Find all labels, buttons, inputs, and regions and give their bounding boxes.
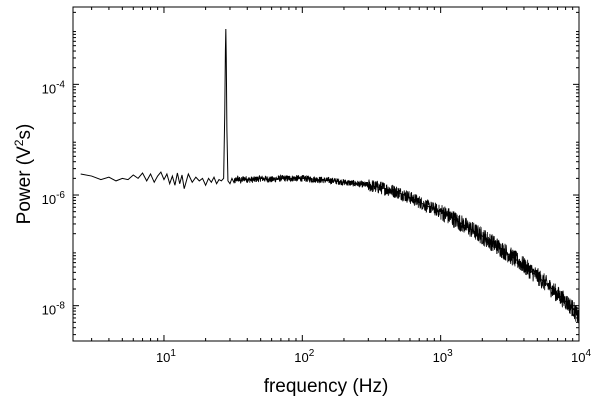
series-noise-trace — [233, 174, 580, 324]
y-tick-label: 10-4 — [42, 79, 66, 96]
x-tick-label: 103 — [433, 348, 453, 365]
y-tick-label: 10-8 — [42, 301, 66, 318]
x-axis-label: frequency (Hz) — [264, 376, 389, 397]
y-axis-label: Power (V2s) — [12, 124, 35, 225]
x-axis-ticks: 101 102 103 104 — [91, 7, 591, 365]
y-tick-label: 10-6 — [42, 190, 66, 207]
x-tick-label: 102 — [294, 348, 314, 365]
plot-area — [72, 6, 580, 342]
x-tick-label: 104 — [571, 348, 591, 365]
y-axis-label-prefix: Power (V — [14, 146, 35, 224]
y-axis-label-superscript: 2 — [12, 139, 26, 146]
y-axis-ticks: 10-8 10-6 10-4 — [42, 11, 579, 336]
x-tick-label: 101 — [156, 348, 176, 365]
y-axis-label-suffix: s) — [14, 124, 35, 140]
series-layer — [80, 29, 580, 324]
